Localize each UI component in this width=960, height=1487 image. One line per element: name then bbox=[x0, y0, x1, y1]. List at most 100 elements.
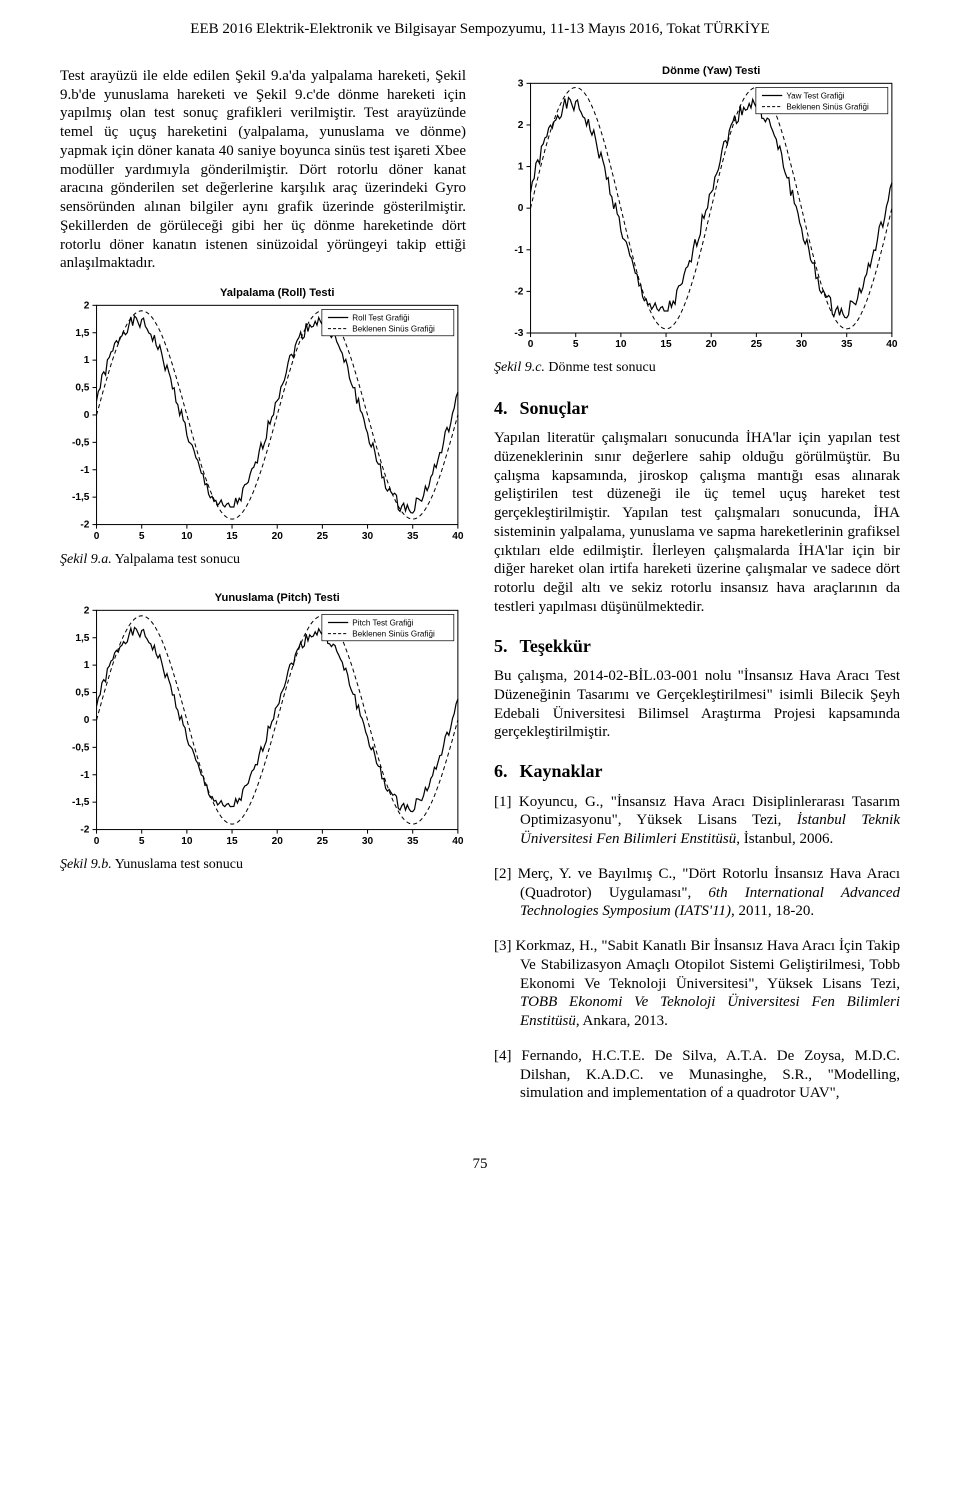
reference-2: [2] Merç, Y. ve Bayılmış C., "Dört Rotor… bbox=[494, 865, 900, 921]
yaw-chart: 0 5 10 15 20 25 30 35 40 -3 -2 -1 0 1 2 3 Dönme (Yaw) Te… bbox=[494, 61, 900, 355]
ref1-b: , İstanbul, 2006. bbox=[736, 831, 833, 847]
svg-text:-2: -2 bbox=[514, 286, 523, 297]
svg-text:-0,5: -0,5 bbox=[72, 437, 90, 448]
intro-paragraph: Test arayüzü ile elde edilen Şekil 9.a'd… bbox=[60, 67, 466, 273]
svg-text:0,5: 0,5 bbox=[75, 688, 89, 699]
svg-text:30: 30 bbox=[362, 836, 374, 847]
svg-text:-2: -2 bbox=[80, 520, 89, 531]
section-6-number: 6. bbox=[494, 761, 508, 781]
svg-text:5: 5 bbox=[139, 836, 145, 847]
svg-text:Beklenen Sinüs Grafiği: Beklenen Sinüs Grafiği bbox=[352, 325, 435, 334]
page-number: 75 bbox=[60, 1155, 900, 1174]
roll-caption: Şekil 9.a. Yalpalama test sonucu bbox=[60, 551, 466, 569]
svg-text:40: 40 bbox=[452, 836, 464, 847]
svg-text:Dönme (Yaw) Testi: Dönme (Yaw) Testi bbox=[662, 65, 760, 77]
right-column: 0 5 10 15 20 25 30 35 40 -3 -2 -1 0 1 2 3 Dönme (Yaw) Te… bbox=[494, 67, 900, 1119]
ref4-a: [4] Fernando, H.C.T.E. De Silva, A.T.A. … bbox=[494, 1048, 900, 1102]
svg-text:3: 3 bbox=[518, 78, 524, 89]
svg-text:-1,5: -1,5 bbox=[72, 798, 90, 809]
two-column-layout: Test arayüzü ile elde edilen Şekil 9.a'd… bbox=[60, 67, 900, 1119]
svg-text:0: 0 bbox=[94, 836, 100, 847]
reference-4: [4] Fernando, H.C.T.E. De Silva, A.T.A. … bbox=[494, 1047, 900, 1103]
svg-text:15: 15 bbox=[226, 531, 238, 542]
svg-text:15: 15 bbox=[226, 836, 238, 847]
pitch-caption-text: Yunuslama test sonucu bbox=[112, 857, 243, 872]
roll-caption-text: Yalpalama test sonucu bbox=[112, 552, 240, 567]
section-5-number: 5. bbox=[494, 636, 508, 656]
sec5-text-a: Bu çalışma, 2014-02-BİL.03-001 nolu " bbox=[494, 668, 744, 684]
section-5-paragraph: Bu çalışma, 2014-02-BİL.03-001 nolu "İns… bbox=[494, 667, 900, 742]
section-4-title: Sonuçlar bbox=[520, 398, 589, 418]
svg-text:1,5: 1,5 bbox=[75, 328, 89, 339]
svg-text:0: 0 bbox=[84, 410, 90, 421]
svg-text:0: 0 bbox=[518, 203, 524, 214]
svg-text:20: 20 bbox=[706, 339, 718, 350]
section-6-title: Kaynaklar bbox=[520, 761, 603, 781]
svg-text:Beklenen Sinüs Grafiği: Beklenen Sinüs Grafiği bbox=[352, 630, 435, 639]
svg-text:-2: -2 bbox=[80, 825, 89, 836]
svg-text:5: 5 bbox=[139, 531, 145, 542]
svg-text:1: 1 bbox=[518, 161, 524, 172]
svg-text:0: 0 bbox=[84, 715, 90, 726]
svg-text:20: 20 bbox=[272, 836, 284, 847]
svg-text:1,5: 1,5 bbox=[75, 633, 89, 644]
ref2-b: , 2011, 18-20. bbox=[731, 903, 814, 919]
svg-text:2: 2 bbox=[518, 120, 524, 131]
pitch-caption: Şekil 9.b. Yunuslama test sonucu bbox=[60, 856, 466, 874]
svg-text:-0,5: -0,5 bbox=[72, 743, 90, 754]
conference-header: EEB 2016 Elektrik-Elektronik ve Bilgisay… bbox=[60, 20, 900, 39]
section-5-heading: 5. Teşekkür bbox=[494, 635, 900, 658]
svg-text:35: 35 bbox=[407, 836, 419, 847]
pitch-chart: 0 5 10 15 20 25 30 35 40 -2 -1,5 -1 -0,5 0 0,5 1 1,5 2 Yun… bbox=[60, 588, 466, 852]
svg-text:Yunuslama (Pitch) Testi: Yunuslama (Pitch) Testi bbox=[215, 593, 340, 605]
svg-text:Yaw Test Grafiği: Yaw Test Grafiği bbox=[786, 91, 844, 100]
section-4-number: 4. bbox=[494, 398, 508, 418]
section-4-heading: 4. Sonuçlar bbox=[494, 397, 900, 420]
svg-text:25: 25 bbox=[317, 531, 329, 542]
svg-text:Pitch Test Grafiği: Pitch Test Grafiği bbox=[352, 619, 413, 628]
svg-text:1: 1 bbox=[84, 355, 90, 366]
svg-text:-3: -3 bbox=[514, 328, 523, 339]
yaw-caption-label: Şekil 9.c. bbox=[494, 360, 545, 375]
svg-text:35: 35 bbox=[407, 531, 419, 542]
svg-text:0,5: 0,5 bbox=[75, 383, 89, 394]
svg-text:40: 40 bbox=[452, 531, 464, 542]
svg-text:15: 15 bbox=[660, 339, 672, 350]
left-column: Test arayüzü ile elde edilen Şekil 9.a'd… bbox=[60, 67, 466, 1119]
svg-text:35: 35 bbox=[841, 339, 853, 350]
yaw-caption: Şekil 9.c. Dönme test sonucu bbox=[494, 359, 900, 377]
svg-text:Beklenen Sinüs Grafiği: Beklenen Sinüs Grafiği bbox=[786, 102, 869, 111]
reference-3: [3] Korkmaz, H., "Sabit Kanatlı Bir İnsa… bbox=[494, 937, 900, 1031]
svg-text:30: 30 bbox=[362, 531, 374, 542]
section-6-heading: 6. Kaynaklar bbox=[494, 760, 900, 783]
svg-text:-1,5: -1,5 bbox=[72, 492, 90, 503]
svg-text:10: 10 bbox=[181, 531, 193, 542]
reference-1: [1] Koyuncu, G., "İnsansız Hava Aracı Di… bbox=[494, 793, 900, 849]
svg-text:20: 20 bbox=[272, 531, 284, 542]
svg-text:2: 2 bbox=[84, 606, 90, 617]
svg-text:2: 2 bbox=[84, 300, 90, 311]
roll-caption-label: Şekil 9.a. bbox=[60, 552, 112, 567]
section-4-paragraph: Yapılan literatür çalışmaları sonucunda … bbox=[494, 429, 900, 617]
svg-text:10: 10 bbox=[615, 339, 627, 350]
svg-text:5: 5 bbox=[573, 339, 579, 350]
svg-text:25: 25 bbox=[317, 836, 329, 847]
svg-text:25: 25 bbox=[751, 339, 763, 350]
svg-text:-1: -1 bbox=[80, 770, 89, 781]
roll-chart: 0 5 10 15 20 25 30 35 40 -2 -1,5 -1 -0,5 0 0,5 1 1,5 2 Yal… bbox=[60, 283, 466, 547]
ref3-b: , Ankara, 2013. bbox=[576, 1013, 668, 1029]
svg-text:1: 1 bbox=[84, 661, 90, 672]
pitch-caption-label: Şekil 9.b. bbox=[60, 857, 112, 872]
svg-text:30: 30 bbox=[796, 339, 808, 350]
yaw-caption-text: Dönme test sonucu bbox=[545, 360, 656, 375]
svg-text:0: 0 bbox=[94, 531, 100, 542]
svg-text:Roll Test Grafiği: Roll Test Grafiği bbox=[352, 314, 409, 323]
svg-text:40: 40 bbox=[886, 339, 898, 350]
svg-text:Yalpalama (Roll) Testi: Yalpalama (Roll) Testi bbox=[220, 287, 335, 299]
svg-text:0: 0 bbox=[528, 339, 534, 350]
svg-text:-1: -1 bbox=[514, 245, 523, 256]
svg-text:-1: -1 bbox=[80, 465, 89, 476]
section-5-title: Teşekkür bbox=[520, 636, 591, 656]
ref3-a: [3] Korkmaz, H., "Sabit Kanatlı Bir İnsa… bbox=[494, 938, 900, 992]
svg-text:10: 10 bbox=[181, 836, 193, 847]
